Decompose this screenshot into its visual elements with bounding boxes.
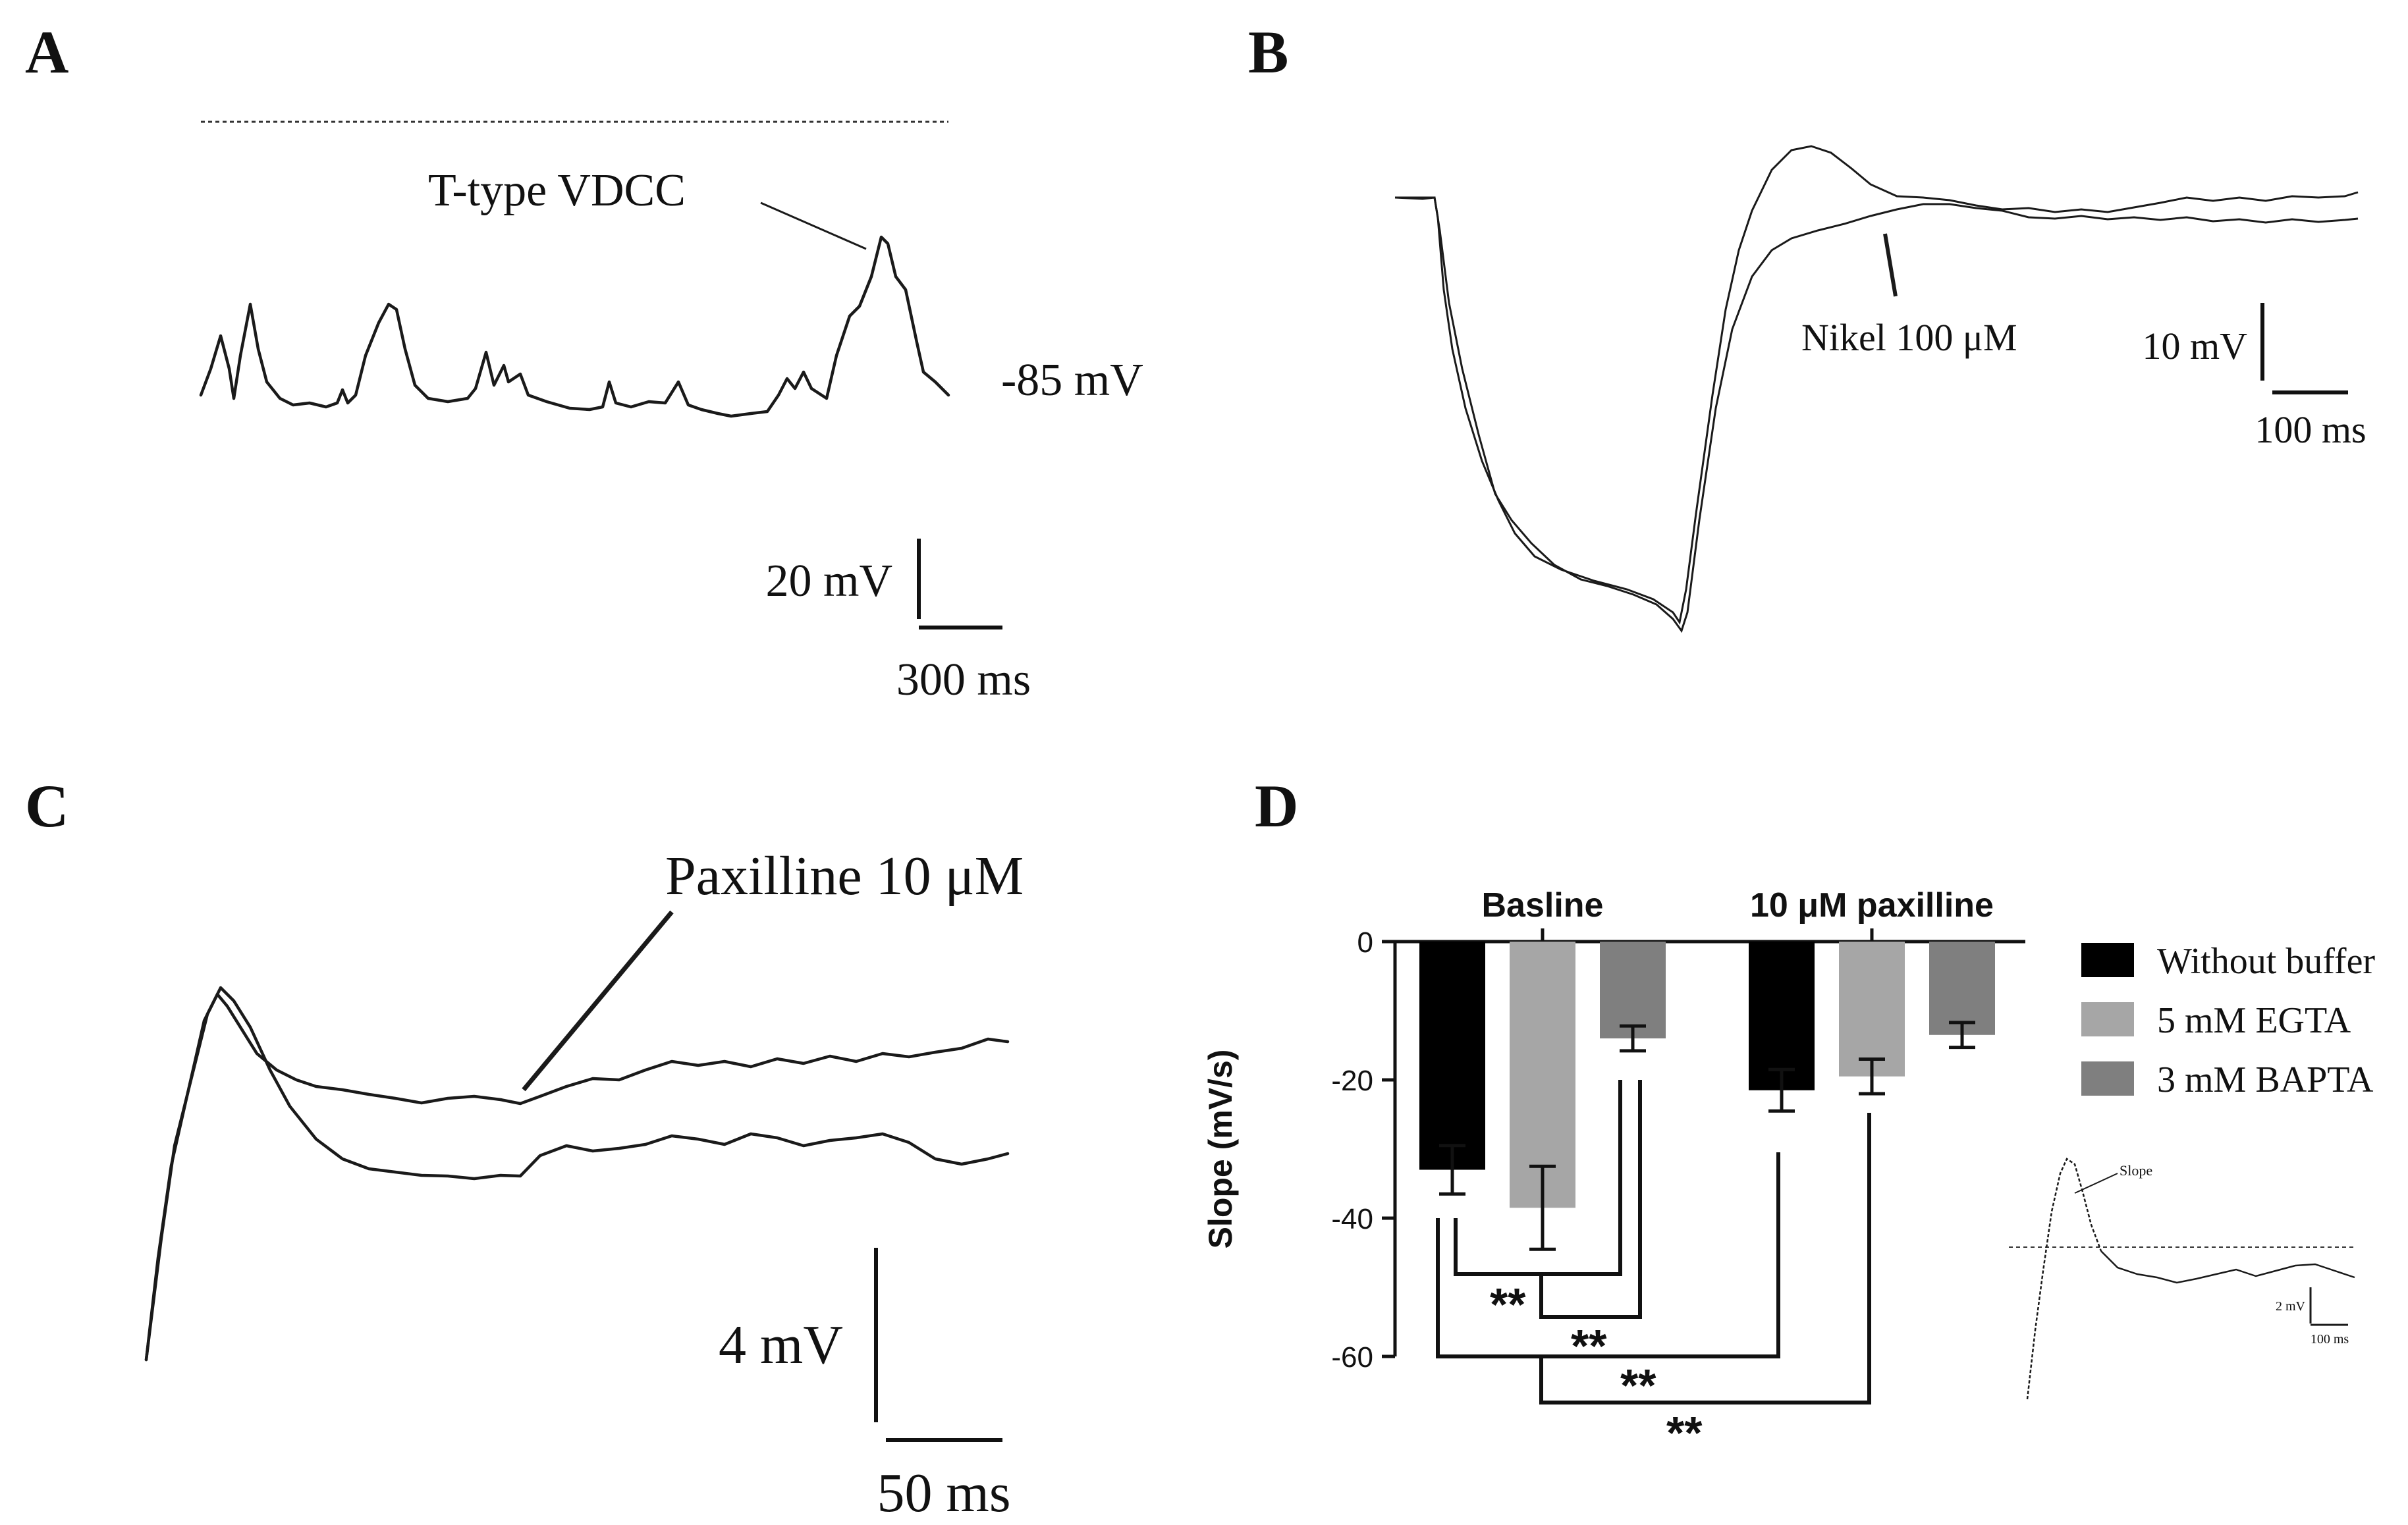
legend: Without buffer 5 mM EGTA 3 mM BAPTA [2081, 941, 2375, 1100]
x-category-label: 10 μM paxilline [1750, 886, 1994, 924]
legend-label-egta: 5 mM EGTA [2157, 1000, 2351, 1041]
inset-trace [2026, 1158, 2102, 1400]
panel-d: D Slope (mV/s) 0 -20 -40 -60 Basline 10 μM p… [1202, 772, 2375, 1458]
inset-annotation-pointer [2074, 1173, 2118, 1194]
panel-b-scale-bar-time: 100 ms [2255, 408, 2366, 451]
inset-annotation: Slope [2120, 1162, 2152, 1179]
panel-c-letter: C [25, 772, 68, 840]
legend-label-bapta: 3 mM BAPTA [2157, 1059, 2374, 1100]
panel-a-trace [199, 235, 950, 418]
legend-label-without-buffer: Without buffer [2157, 941, 2375, 982]
panel-a-scale-bar: 20 mV 300 ms [766, 539, 1031, 705]
y-ticks: 0 -20 -40 -60 [1331, 926, 1395, 1374]
legend-swatch-egta [2081, 1002, 2134, 1036]
x-category-ticks: Basline 10 μM paxilline [1482, 886, 1994, 942]
legend-item-egta: 5 mM EGTA [2081, 1000, 2351, 1041]
x-category-label: Basline [1482, 886, 1604, 924]
legend-swatch-without-buffer [2081, 943, 2134, 977]
bar-3-mm-bapta-10-m-paxilline [1929, 942, 1995, 1035]
panel-c-scale-bar: 4 mV 50 ms [719, 1248, 1011, 1524]
panel-a-letter: A [25, 18, 68, 86]
legend-item-bapta: 3 mM BAPTA [2081, 1059, 2374, 1100]
significance-label-4: ** [1666, 1407, 1703, 1458]
bar-without-buffer-basline [1419, 942, 1485, 1170]
panel-a-scale-bar-voltage: 20 mV [766, 556, 893, 606]
panel-c-annotation: Paxilline 10 μM [665, 845, 1024, 907]
legend-swatch-bapta [2081, 1061, 2134, 1096]
panel-a-baseline-label: -85 mV [1001, 355, 1143, 406]
panel-b-annotation: Nikel 100 μM [1801, 316, 2017, 359]
y-tick-label: -40 [1331, 1203, 1373, 1235]
panel-b-letter: B [1248, 18, 1288, 86]
bar-5-mm-egta-basline [1510, 942, 1575, 1208]
significance-bracket-3 [1436, 1152, 1780, 1358]
panel-c: C Paxilline 10 μM 4 mV 50 ms [25, 772, 1024, 1524]
panel-a-scale-bar-time: 300 ms [896, 655, 1031, 705]
inset-scale-bar-time: 100 ms [2311, 1332, 2349, 1347]
panel-d-letter: D [1255, 772, 1298, 840]
panel-c-annotation-pointer [522, 910, 674, 1092]
significance-bracket-2 [1539, 1080, 1642, 1319]
panel-c-scale-bar-time: 50 ms [877, 1462, 1010, 1524]
y-tick-label: -20 [1331, 1065, 1373, 1097]
panel-b: B Nikel 100 μM 10 mV 100 ms [1248, 18, 2367, 633]
error-bars [1439, 1021, 1975, 1251]
legend-item-without-buffer: Without buffer [2081, 941, 2375, 982]
panel-a-annotation: T-type VDCC [428, 165, 686, 216]
bar-without-buffer-10-m-paxilline [1749, 942, 1815, 1090]
significance-bracket-4 [1539, 1113, 1871, 1405]
y-axis-label: Slope (mV/s) [1202, 1050, 1239, 1249]
panel-c-scale-bar-voltage: 4 mV [719, 1314, 843, 1376]
significance-bracket-1 [1454, 1080, 1622, 1276]
significance-brackets: ** ** ** ** [1436, 1080, 1871, 1458]
panel-a: A T-type VDCC -85 mV 20 mV 300 ms [25, 18, 1143, 705]
bar-3-mm-bapta-basline [1600, 942, 1666, 1038]
y-tick-label: -60 [1331, 1341, 1373, 1374]
bars [1419, 942, 1995, 1208]
slope-inset: Slope 2 mV 100 ms [2009, 1158, 2355, 1400]
bar-chart: Slope (mV/s) 0 -20 -40 -60 Basline 10 μM pax… [1202, 886, 2025, 1374]
panel-b-scale-bar: 10 mV 100 ms [2143, 303, 2367, 451]
panel-b-annotation-pointer [1883, 233, 1898, 297]
bar-5-mm-egta-10-m-paxilline [1839, 942, 1905, 1077]
panel-a-annotation-pointer [760, 201, 867, 250]
significance-label-1: ** [1490, 1279, 1526, 1330]
panel-b-scale-bar-voltage: 10 mV [2143, 325, 2248, 367]
panel-c-trace-control [144, 986, 1010, 1362]
significance-label-2: ** [1571, 1320, 1607, 1372]
panel-c-trace-paxilline [144, 992, 1010, 1362]
inset-scale-bar-voltage: 2 mV [2276, 1299, 2306, 1314]
inset-trace-tail [2100, 1250, 2355, 1284]
panel-b-trace-nickel [1395, 196, 2359, 633]
y-tick-label: 0 [1357, 926, 1373, 959]
